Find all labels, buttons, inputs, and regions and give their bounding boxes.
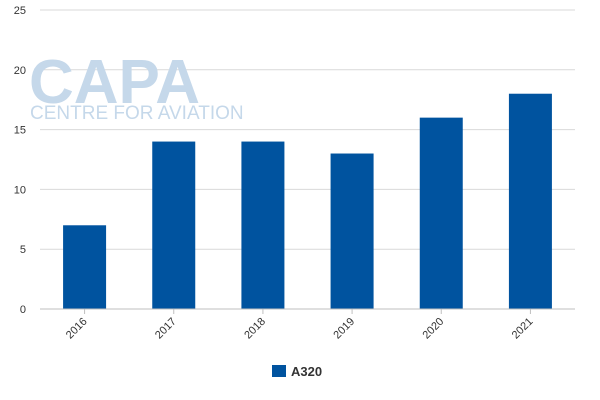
x-tick-label: 2020 [421,316,447,342]
x-tick-label: 2017 [153,316,179,342]
y-tick-label: 5 [20,244,26,256]
bar-2016[interactable] [63,225,107,309]
bars [63,93,552,309]
watermark-tagline: CENTRE FOR AVIATION [30,103,244,124]
bar-2020[interactable] [419,117,463,309]
y-tick-label: 10 [14,184,26,196]
capa-watermark: CAPA CENTRE FOR AVIATION [29,48,244,124]
bar-2017[interactable] [152,141,196,309]
bar-2021[interactable] [508,93,552,309]
x-tick-label: 2018 [242,316,268,342]
legend-label-a320[interactable]: A320 [291,364,322,379]
x-tick-label: 2019 [331,316,357,342]
gridlines [40,9,575,250]
y-tick-label: 20 [14,65,26,77]
x-tick-label: 2021 [510,316,536,342]
watermark-logo-text: CAPA [29,48,200,117]
legend-swatch-a320[interactable] [272,365,286,377]
y-axis-ticks: 0 5 10 15 20 25 [14,5,26,316]
bar-2018[interactable] [241,141,285,309]
y-tick-label: 0 [20,304,26,316]
legend[interactable]: A320 [272,364,322,379]
y-tick-label: 15 [14,125,26,137]
x-tick-label: 2016 [64,316,90,342]
y-tick-label: 25 [14,5,26,17]
x-axis-ticks: 2016 2017 2018 2019 2020 2021 [64,309,536,341]
bar-2019[interactable] [330,153,374,309]
